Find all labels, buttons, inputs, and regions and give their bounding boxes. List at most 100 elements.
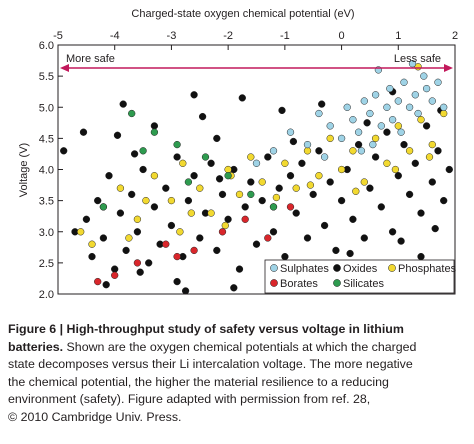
caption-line-2: state decomposes versus their Li interca… xyxy=(8,357,413,372)
sulphates-legend-label: Sulphates xyxy=(280,263,329,275)
figure-label: Figure 6 | High-throughput study of safe… xyxy=(8,322,404,336)
oxides-point-11 xyxy=(133,228,142,236)
caption-line-4: environment (safety). Figure adapted wit… xyxy=(8,392,371,407)
sulphates-point-9 xyxy=(360,97,368,105)
y-tick-label-0: 2.0 xyxy=(39,289,54,301)
borates-legend-marker xyxy=(270,279,278,287)
oxides-point-51 xyxy=(360,234,368,242)
oxides-point-25 xyxy=(213,246,221,255)
sulphates-point-7 xyxy=(349,116,357,124)
silicates-point-1 xyxy=(150,128,159,136)
sulphates-point-10 xyxy=(366,109,374,118)
oxides-point-13 xyxy=(145,259,153,267)
sulphates-point-21 xyxy=(411,91,419,99)
oxides-point-53 xyxy=(371,153,380,161)
oxides-point-81 xyxy=(318,100,326,108)
oxides-point-20 xyxy=(184,196,193,205)
oxides-point-52 xyxy=(366,184,374,192)
phosphates-point-3 xyxy=(133,215,142,223)
oxides-point-40 xyxy=(298,159,306,167)
less-safe-label: Less safe xyxy=(394,53,441,65)
silicates-point-2 xyxy=(173,140,181,149)
borates-point-9 xyxy=(173,252,181,261)
sulphates-point-8 xyxy=(354,128,363,136)
phosphates-point-9 xyxy=(224,165,232,174)
oxides-point-18 xyxy=(173,153,181,161)
oxides-point-76 xyxy=(417,252,425,261)
oxides-point-49 xyxy=(349,215,357,223)
phosphates-point-21 xyxy=(360,178,368,186)
phosphates-point-7 xyxy=(196,184,204,192)
legend: Sulphates Oxides Phosphates Borates Silicate… xyxy=(264,259,457,294)
phosphates-point-40 xyxy=(221,221,229,230)
phosphates-point-8 xyxy=(207,209,215,217)
sulphates-point-11 xyxy=(369,140,377,149)
silicates-point-4 xyxy=(224,172,232,180)
oxides-point-31 xyxy=(247,178,255,186)
oxides-point-0 xyxy=(60,147,68,155)
phosphates-point-16 xyxy=(303,147,312,155)
phosphates-point-39 xyxy=(176,228,184,236)
borates-point-2 xyxy=(162,240,170,248)
borates-legend-label: Borates xyxy=(280,278,318,290)
phosphates-point-30 xyxy=(187,209,195,217)
sulphates-point-17 xyxy=(394,97,402,105)
phosphates-point-23 xyxy=(383,159,391,167)
oxides-point-3 xyxy=(88,252,96,261)
phosphates-point-38 xyxy=(125,234,133,242)
oxides-point-16 xyxy=(162,184,170,192)
oxides-point-41 xyxy=(303,234,312,242)
borates-point-0 xyxy=(94,277,102,286)
y-tick-label-1: 2.5 xyxy=(39,258,54,270)
oxides-point-69 xyxy=(238,94,246,102)
oxides-point-56 xyxy=(388,228,397,236)
oxides-point-38 xyxy=(286,172,295,180)
sulphates-point-26 xyxy=(434,78,442,86)
phosphates-point-5 xyxy=(167,196,176,205)
oxides-point-17 xyxy=(167,221,176,230)
data-points xyxy=(60,60,453,295)
sulphates-point-13 xyxy=(377,122,385,130)
phosphates-point-34 xyxy=(352,187,360,195)
legend-items: Sulphates Oxides Phosphates Borates Silicate… xyxy=(270,263,457,290)
caption-line-1: batteries. Shown are the oxygen chemical… xyxy=(8,339,464,357)
oxides-point-86 xyxy=(181,287,190,295)
phosphates-point-35 xyxy=(391,165,400,174)
silicates-legend-marker xyxy=(333,279,341,287)
oxides-point-8 xyxy=(116,209,125,217)
oxides-point-58 xyxy=(400,140,408,149)
oxides-legend-label: Oxides xyxy=(343,263,378,275)
phosphates-point-12 xyxy=(258,178,266,186)
oxides-point-12 xyxy=(139,165,147,174)
phosphates-point-15 xyxy=(292,184,300,192)
phosphates-point-0 xyxy=(77,228,85,236)
oxides-point-9 xyxy=(122,246,130,255)
silicates-point-9 xyxy=(99,203,108,211)
oxides-point-84 xyxy=(102,281,110,289)
oxides-point-21 xyxy=(190,172,198,180)
phosphates-point-4 xyxy=(150,172,159,180)
oxides-point-42 xyxy=(309,190,317,199)
oxides-point-94 xyxy=(363,119,371,127)
oxides-point-90 xyxy=(431,224,439,233)
oxides-point-10 xyxy=(128,190,136,199)
oxides-point-93 xyxy=(289,137,298,146)
oxides-point-64 xyxy=(434,147,442,155)
phosphates-legend-marker xyxy=(388,264,396,272)
oxides-point-66 xyxy=(445,165,453,174)
legend-box xyxy=(264,259,455,294)
sulphates-point-30 xyxy=(252,159,261,167)
sulphates-point-15 xyxy=(386,84,394,93)
oxides-point-27 xyxy=(224,215,232,223)
caption-line-3: the chemical potential, the higher the m… xyxy=(8,374,389,389)
oxides-point-73 xyxy=(230,284,238,292)
oxides-point-46 xyxy=(332,246,340,255)
oxides-point-54 xyxy=(377,203,385,211)
y-axis-title: Voltage (V) xyxy=(18,143,30,197)
oxides-point-30 xyxy=(241,203,249,211)
oxides-point-7 xyxy=(111,265,119,273)
oxides-point-61 xyxy=(417,209,425,217)
sulphates-point-4 xyxy=(326,122,334,130)
phosphates-point-27 xyxy=(428,140,436,149)
phosphates-point-11 xyxy=(247,153,255,161)
